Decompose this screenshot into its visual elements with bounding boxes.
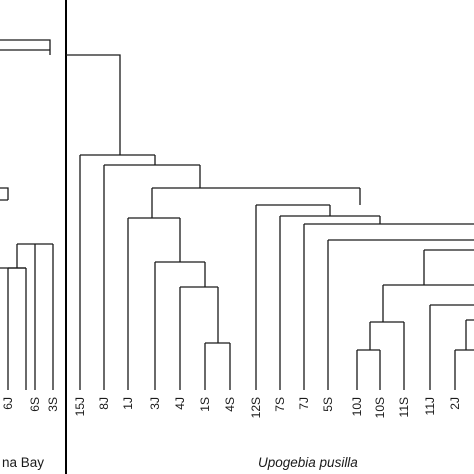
node-1J [127,217,181,390]
node-10J-10S [356,349,381,390]
leaf-label: 4J [173,397,187,410]
leaf-label: 7J [297,397,311,410]
left-cluster [0,39,54,390]
leaf-label: 11S [397,397,411,417]
node-10J-10S-11S [369,321,405,390]
left-mid-merge [0,187,9,201]
left-branch-c [16,243,54,390]
node-main-split [151,187,361,218]
node-8J [103,164,201,390]
leaf-label: 1J [121,397,135,410]
leaf-label: 3S [46,397,60,412]
left-group-caption: na Bay [2,455,44,470]
node-7S [279,215,381,390]
leaf-label: 5S [321,397,335,412]
right-group-caption: Upogebia pusilla [258,455,358,470]
left-top-merge [0,39,51,55]
leaf-label: 7S [273,397,287,412]
leaf-label: 10J [350,397,364,416]
leaf-label: 10S [373,397,387,418]
leaf-label: 11J [423,397,437,415]
node-2J-group [454,319,474,390]
leaf-label: 1S [198,397,212,412]
right-cluster [66,54,474,390]
node-4J [179,286,219,390]
right-leaf-labels: 15J 8J 1J 3J 4J 1S 4S 12S 7S 7J 5S 10J 1… [73,397,462,418]
leaf-label: 3J [148,397,162,410]
leaf-label: 4S [223,397,237,412]
left-branch-b [7,267,27,390]
node-upper-right [423,249,474,285]
leaf-label: 6S [28,397,42,412]
node-12S [255,204,331,390]
leaf-label: 6J [1,397,15,410]
node-1S-4S [204,342,231,390]
node-7J [303,223,474,390]
node-11J-group [429,304,474,390]
leaf-label: 8J [97,397,111,410]
node-3J [154,261,206,390]
node-15J [79,154,156,390]
leaf-label: 15J [73,397,87,416]
node-10J-group [382,284,474,322]
node-5S [327,239,474,390]
root-link [66,54,121,155]
leaf-label: 2J [448,397,462,410]
leaf-label: 12S [249,397,263,418]
left-leaf-labels: 6J 6S 3S [1,397,60,412]
